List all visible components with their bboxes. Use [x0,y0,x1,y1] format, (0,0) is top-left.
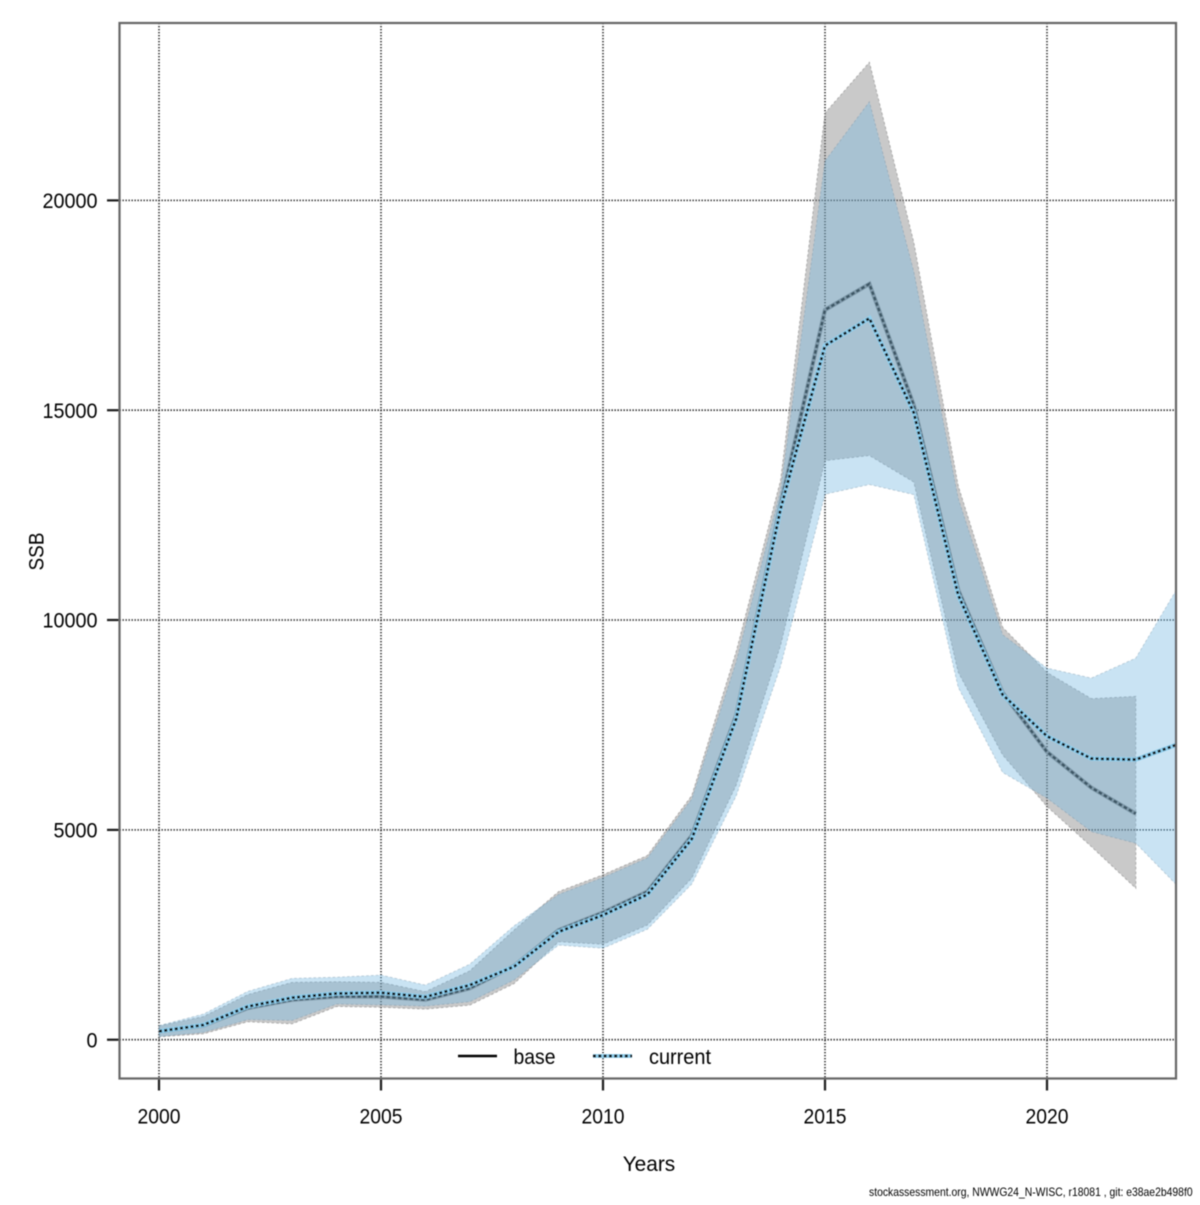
svg-text:20000: 20000 [43,190,98,213]
svg-text:base: base [514,1046,556,1069]
svg-text:2000: 2000 [138,1105,181,1128]
svg-text:15000: 15000 [43,400,98,423]
svg-text:10000: 10000 [43,610,98,633]
svg-text:stockassessment.org, NWWG24_N-: stockassessment.org, NWWG24_N-WISC, r180… [869,1185,1193,1199]
svg-text:current: current [649,1045,711,1069]
svg-text:2020: 2020 [1026,1105,1069,1128]
svg-text:SSB: SSB [24,533,48,571]
svg-text:5000: 5000 [54,820,98,843]
svg-text:2015: 2015 [804,1105,847,1128]
svg-text:2010: 2010 [582,1105,625,1128]
svg-text:0: 0 [87,1029,98,1052]
svg-text:2005: 2005 [360,1105,403,1128]
svg-text:Years: Years [623,1153,676,1176]
